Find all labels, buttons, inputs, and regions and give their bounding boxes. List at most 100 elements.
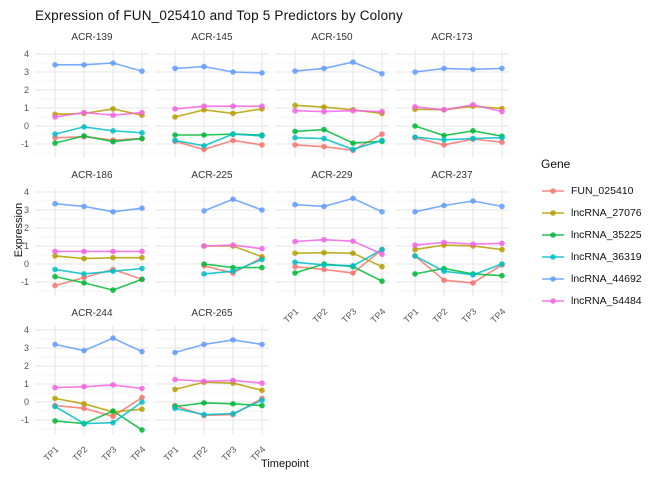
series-line-lncRNA_36319 [174, 133, 263, 147]
series-line-FUN_025410 [174, 139, 263, 151]
data-point-lncRNA_44692 [81, 62, 87, 68]
data-point-lncRNA_27076 [499, 246, 505, 253]
series-line-lncRNA_36319 [294, 136, 383, 151]
series-line-lncRNA_54484 [294, 238, 383, 255]
data-point-lncRNA_44692 [379, 209, 385, 215]
legend-entry: lncRNA_35225 [541, 224, 642, 246]
data-point-lncRNA_54484 [441, 239, 447, 246]
data-point-lncRNA_36319 [52, 131, 58, 137]
series-line-lncRNA_27076 [174, 381, 263, 392]
series-line-lncRNA_27076 [54, 108, 143, 116]
data-point-lncRNA_36319 [230, 268, 236, 275]
data-point-FUN_025410 [470, 280, 476, 286]
data-point-lncRNA_54484 [350, 238, 356, 244]
data-point-lncRNA_27076 [321, 104, 327, 110]
data-point-FUN_025410 [321, 266, 327, 273]
data-point-lncRNA_44692 [81, 203, 87, 210]
data-point-lncRNA_27076 [350, 250, 356, 256]
facet-strip-label: ACR-229 [311, 170, 353, 181]
data-point-lncRNA_36319 [110, 419, 116, 426]
data-point-lncRNA_36319 [52, 266, 58, 273]
y-tick-label: 3 [24, 343, 29, 353]
data-point-lncRNA_44692 [110, 209, 116, 215]
data-point-lncRNA_36319 [139, 399, 145, 405]
data-point-lncRNA_27076 [110, 254, 116, 261]
data-point-lncRNA_44692 [499, 65, 505, 72]
data-point-lncRNA_36319 [259, 256, 265, 263]
y-tick-label: 4 [24, 187, 29, 197]
legend-key-icon [542, 210, 564, 216]
data-point-lncRNA_44692 [230, 69, 236, 75]
legend-entry-label: lncRNA_54484 [571, 295, 642, 307]
data-point-lncRNA_35225 [139, 276, 145, 283]
data-point-lncRNA_35225 [81, 133, 87, 139]
data-point-lncRNA_35225 [441, 132, 447, 139]
series-line-lncRNA_54484 [174, 378, 263, 384]
data-point-lncRNA_54484 [259, 103, 265, 109]
series-line-lncRNA_54484 [414, 241, 503, 246]
y-tick-label: 1 [24, 241, 29, 251]
legend-key-icon [542, 254, 564, 260]
data-point-lncRNA_35225 [292, 270, 298, 276]
series-line-FUN_025410 [54, 396, 143, 418]
y-tick-label: 2 [24, 223, 29, 233]
data-point-lncRNA_54484 [499, 240, 505, 247]
data-point-lncRNA_27076 [292, 102, 298, 109]
legend-entry: lncRNA_54484 [541, 290, 642, 312]
data-point-lncRNA_44692 [139, 68, 145, 74]
series-line-lncRNA_27076 [294, 104, 383, 115]
data-point-lncRNA_36319 [201, 411, 207, 418]
data-point-lncRNA_44692 [470, 66, 476, 73]
x-tick-label: TP2 [311, 306, 330, 325]
data-point-lncRNA_27076 [230, 110, 236, 117]
y-axis-title: Expression [13, 202, 25, 258]
x-tick-label: TP3 [100, 444, 119, 463]
y-tick-label: 2 [24, 85, 29, 95]
series-line-lncRNA_36319 [54, 267, 143, 275]
data-point-lncRNA_36319 [379, 246, 385, 253]
data-point-lncRNA_54484 [139, 248, 145, 255]
series-line-FUN_025410 [414, 255, 503, 284]
x-tick-label: TP4 [129, 444, 148, 463]
data-point-lncRNA_54484 [81, 248, 87, 255]
series-line-lncRNA_44692 [55, 62, 143, 72]
data-point-lncRNA_35225 [139, 427, 145, 433]
data-point-lncRNA_44692 [230, 337, 236, 343]
legend-entry-label: lncRNA_44692 [571, 273, 642, 285]
series-line-lncRNA_44692 [54, 337, 143, 353]
data-point-lncRNA_44692 [441, 202, 447, 209]
legend-key-icon [542, 188, 564, 194]
legend-entry: lncRNA_36319 [541, 246, 642, 268]
data-point-lncRNA_54484 [110, 248, 116, 255]
legend-key-icon [542, 298, 564, 304]
data-point-lncRNA_44692 [139, 348, 145, 355]
data-point-lncRNA_36319 [412, 134, 418, 140]
data-point-lncRNA_54484 [201, 103, 207, 109]
series-line-lncRNA_27076 [294, 251, 383, 268]
x-tick-label: TP1 [162, 444, 181, 463]
series-line-lncRNA_54484 [54, 111, 143, 118]
y-tick-label: 1 [24, 103, 29, 113]
data-point-FUN_025410 [321, 143, 327, 150]
data-point-lncRNA_36319 [292, 259, 298, 266]
data-point-lncRNA_44692 [259, 207, 265, 213]
data-point-lncRNA_27076 [412, 246, 418, 253]
data-point-lncRNA_27076 [139, 406, 145, 413]
series-line-lncRNA_44692 [414, 200, 503, 213]
data-point-lncRNA_36319 [172, 405, 178, 412]
data-point-lncRNA_27076 [292, 250, 298, 256]
data-point-lncRNA_35225 [110, 287, 116, 293]
data-point-lncRNA_54484 [379, 251, 385, 257]
data-point-lncRNA_27076 [52, 253, 58, 259]
data-point-lncRNA_54484 [52, 114, 58, 120]
x-tick-label: TP1 [42, 444, 61, 463]
data-point-lncRNA_44692 [52, 341, 58, 348]
series-line-lncRNA_35225 [54, 410, 143, 431]
data-point-lncRNA_44692 [172, 65, 178, 72]
data-point-lncRNA_44692 [201, 208, 207, 214]
data-point-FUN_025410 [139, 394, 145, 401]
data-point-lncRNA_36319 [139, 265, 145, 272]
data-point-lncRNA_44692 [350, 195, 356, 202]
data-point-lncRNA_54484 [139, 109, 145, 116]
data-point-lncRNA_35225 [172, 132, 178, 138]
